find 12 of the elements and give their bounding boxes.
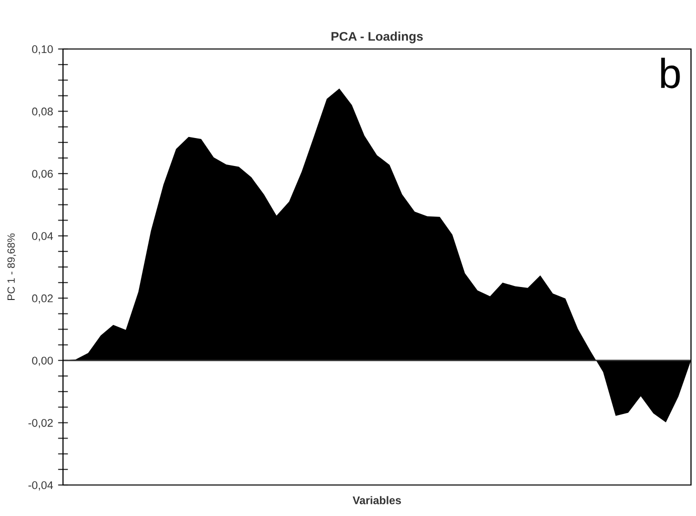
y-axis-title: PC 1 - 89,68%: [7, 233, 16, 300]
y-tick-label: 0,10: [32, 45, 53, 54]
y-tick-label: -0,02: [28, 418, 53, 428]
y-tick-label: 0,04: [32, 232, 53, 242]
y-tick-label: 0,00: [32, 356, 53, 366]
annotation: b: [661, 58, 680, 88]
y-tick-label: 0,08: [32, 108, 53, 117]
chart-title: PCA - Loadings: [332, 32, 423, 44]
x-axis-title: Variables: [352, 496, 401, 504]
y-tick-label: 0,06: [32, 170, 53, 180]
y-tick-label: 0,02: [32, 294, 53, 304]
y-tick-label: -0,04: [28, 481, 53, 490]
